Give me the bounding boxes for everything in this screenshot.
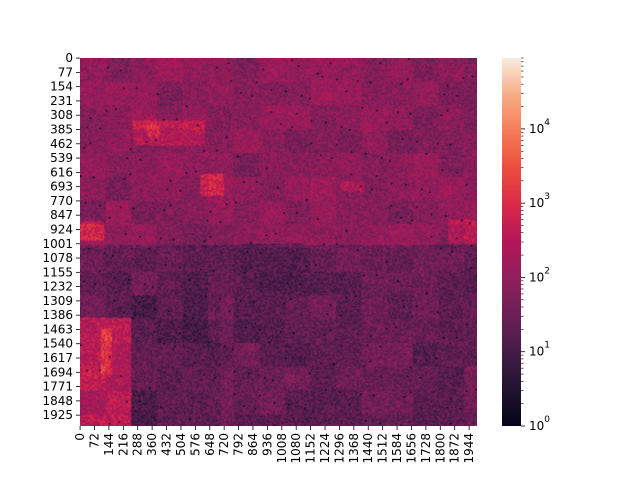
y-tick-label: 616 [50,165,73,179]
y-tick-label: 770 [50,194,73,208]
x-tick-label: 1512 [376,433,390,464]
y-tick-label: 1309 [42,294,73,308]
x-tick-label: 720 [217,433,231,456]
colorbar-ticks: 100 101 102 103 104 [521,57,550,433]
y-tick-label: 308 [50,108,73,122]
y-tick-label: 1925 [42,408,73,422]
x-tick-label: 1728 [419,433,433,464]
heatmap-plot-area [80,58,477,426]
x-tick-label: 792 [232,433,246,456]
x-tick-label: 72 [88,433,102,448]
y-tick-label: 847 [50,208,73,222]
y-tick-label: 1078 [42,251,73,265]
y-tick-label: 231 [50,94,73,108]
x-tick-label: 1944 [462,433,476,464]
x-tick-label: 936 [260,433,274,456]
colorbar: 100 101 102 103 104 [502,57,550,433]
x-tick-label: 1008 [275,433,289,464]
y-tick-label: 385 [50,123,73,137]
y-tick-label: 1232 [42,280,73,294]
y-tick-label: 77 [58,65,73,79]
x-tick-label: 216 [116,433,130,456]
colorbar-tick-label: 104 [529,118,550,136]
x-tick-label: 1440 [361,433,375,464]
x-tick-label: 1800 [433,433,447,464]
y-tick-label: 1848 [42,394,73,408]
y-tick-label: 539 [50,151,73,165]
x-tick-label: 1296 [332,433,346,464]
colorbar-tick-label: 103 [529,192,550,210]
x-tick-label: 288 [131,433,145,456]
x-tick-label: 1368 [347,433,361,464]
y-tick-label: 1540 [42,337,73,351]
colorbar-tick-label: 100 [529,415,550,433]
y-tick-label: 693 [50,180,73,194]
y-tick-label: 462 [50,137,73,151]
y-tick-label: 1001 [42,237,73,251]
x-tick-label: 144 [102,433,116,456]
colorbar-tick-label: 101 [529,341,550,359]
x-tick-label: 1656 [404,433,418,464]
x-tick-label: 1224 [318,433,332,464]
y-tick-label: 1617 [42,351,73,365]
x-tick-label: 1872 [448,433,462,464]
x-tick-label: 0 [73,433,87,441]
y-tick-label: 1463 [42,322,73,336]
x-tick-label: 648 [203,433,217,456]
y-tick-label: 1155 [42,265,73,279]
x-tick-label: 1584 [390,433,404,464]
x-tick-label: 576 [188,433,202,456]
y-tick-label: 1694 [42,365,73,379]
colorbar-tick-label: 102 [529,266,550,284]
x-axis: 0 72 144 216 288 360 432 504 576 648 720 792 864 936 1… [73,426,476,464]
x-tick-label: 360 [145,433,159,456]
x-tick-label: 432 [160,433,174,456]
y-tick-label: 154 [50,80,73,94]
y-tick-label: 924 [50,222,73,236]
x-tick-label: 864 [246,433,260,456]
y-axis: 0771542313083854625396166937708479241001… [42,51,80,422]
x-tick-label: 504 [174,433,188,456]
y-tick-label: 1386 [42,308,73,322]
heatmap-image [80,58,477,426]
y-tick-label: 0 [65,51,73,65]
x-tick-label: 1080 [289,433,303,464]
colorbar-gradient [502,58,521,426]
x-tick-label: 1152 [304,433,318,464]
y-tick-label: 1771 [42,380,73,394]
